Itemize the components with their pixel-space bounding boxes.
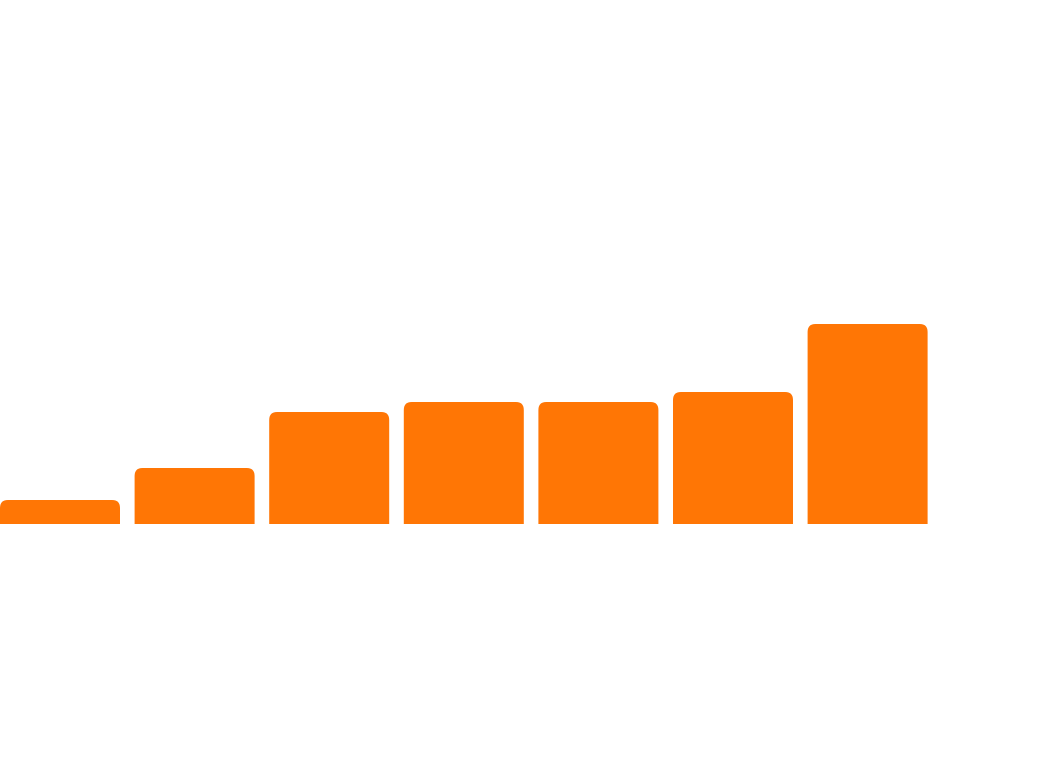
bar-6 <box>673 392 793 524</box>
bar-7 <box>807 324 928 524</box>
bars-group <box>0 324 928 524</box>
bar-4 <box>403 402 524 524</box>
bar-3 <box>269 412 390 524</box>
bar-5 <box>538 402 659 524</box>
bar-2 <box>134 468 255 524</box>
bar-1 <box>0 500 120 524</box>
